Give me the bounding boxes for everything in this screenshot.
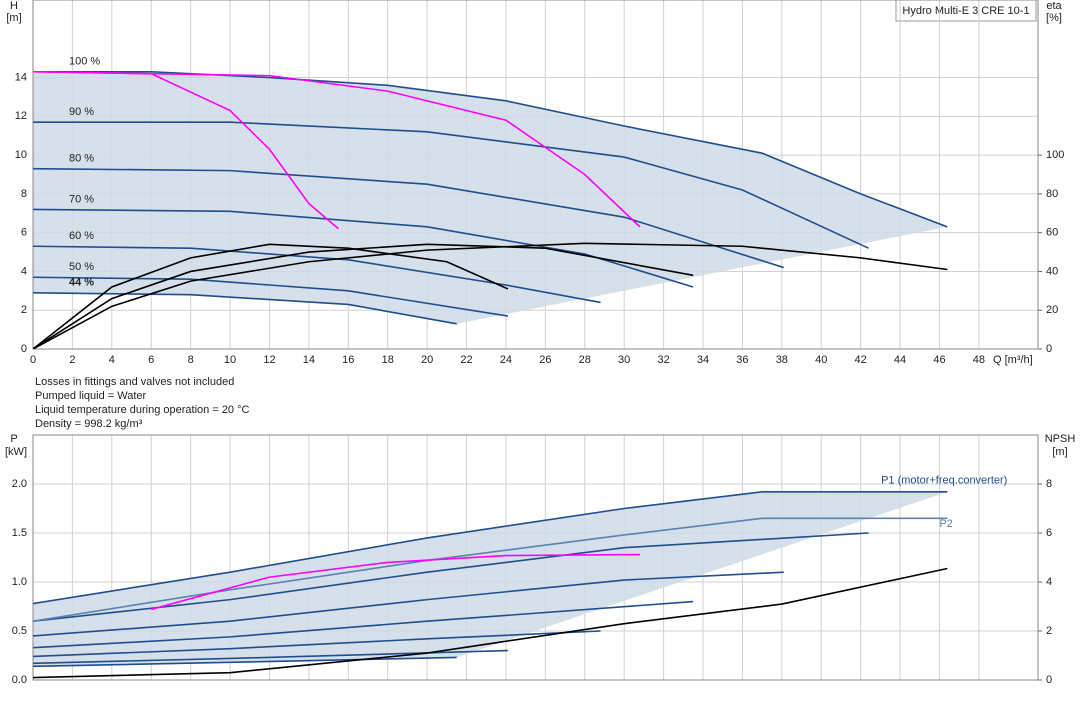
y-axis-unit: [kW] — [5, 446, 27, 458]
x-tick-label: 34 — [697, 354, 709, 366]
x-tick-label: 28 — [579, 354, 591, 366]
y2-tick-label: 0 — [1046, 343, 1052, 355]
note: Density = 998.2 kg/m³ — [35, 418, 143, 430]
y2-tick-label: 2 — [1046, 625, 1052, 637]
y2-axis-unit: [m] — [1052, 446, 1067, 458]
y2-tick-label: 40 — [1046, 265, 1058, 277]
x-tick-label: 38 — [776, 354, 788, 366]
series-line — [33, 600, 694, 649]
series-line — [33, 276, 509, 317]
series-line — [33, 567, 948, 679]
x-tick-label: 12 — [263, 354, 275, 366]
y2-axis-label: NPSH — [1045, 433, 1076, 445]
x-tick-label: 44 — [894, 354, 906, 366]
title-box — [895, 0, 1037, 22]
operating-range — [33, 71, 948, 324]
series-line — [33, 571, 784, 637]
series-line — [33, 491, 948, 605]
y2-axis-unit: [%] — [1046, 12, 1062, 24]
x-tick-label: 20 — [421, 354, 433, 366]
y-tick-label: 0 — [21, 343, 27, 355]
series-line — [33, 532, 869, 622]
y-axis-unit: [m] — [6, 12, 21, 24]
series-line — [33, 243, 694, 349]
x-tick-label: 32 — [657, 354, 669, 366]
x-tick-label: 36 — [736, 354, 748, 366]
plot-frame — [32, 0, 1039, 350]
y-tick-label: 10 — [15, 149, 27, 161]
series-label: 70 % — [69, 193, 94, 205]
x-axis-label: Q [m³/h] — [993, 354, 1033, 366]
x-tick-label: 6 — [148, 354, 154, 366]
y-tick-label: 1.5 — [12, 527, 27, 539]
series-line — [33, 121, 869, 249]
x-tick-label: 0 — [30, 354, 36, 366]
y-tick-label: 1.0 — [12, 576, 27, 588]
y-tick-label: 8 — [21, 188, 27, 200]
y-axis-label: P — [10, 433, 17, 445]
y2-tick-label: 60 — [1046, 227, 1058, 239]
series-line — [33, 208, 694, 288]
x-tick-label: 24 — [500, 354, 512, 366]
series-line — [33, 167, 785, 269]
y2-tick-label: 20 — [1046, 304, 1058, 316]
x-tick-label: 26 — [539, 354, 551, 366]
y2-tick-label: 4 — [1046, 576, 1052, 588]
y2-axis-label: eta — [1046, 0, 1062, 12]
y-tick-label: 0.5 — [12, 625, 27, 637]
note: Pumped liquid = Water — [35, 390, 147, 402]
y2-tick-label: 100 — [1046, 149, 1064, 161]
x-tick-label: 4 — [109, 354, 115, 366]
note: Losses in fittings and valves not includ… — [35, 376, 234, 388]
x-tick-label: 46 — [933, 354, 945, 366]
series-line — [33, 291, 457, 325]
operating-range — [33, 491, 948, 667]
series-label: P2 — [939, 518, 952, 530]
series-line — [33, 649, 508, 665]
x-tick-label: 8 — [188, 354, 194, 366]
series-label: 80 % — [69, 153, 94, 165]
x-tick-label: 30 — [618, 354, 630, 366]
series-line — [33, 656, 457, 668]
series-line — [33, 70, 641, 228]
y2-tick-label: 6 — [1046, 527, 1052, 539]
x-tick-label: 48 — [973, 354, 985, 366]
chart-title: Hydro Multi-E 3 CRE 10-1 — [902, 5, 1029, 17]
series-line — [33, 243, 509, 349]
x-tick-label: 10 — [224, 354, 236, 366]
y-tick-label: 2.0 — [12, 478, 27, 490]
series-line — [33, 242, 948, 349]
x-tick-label: 22 — [460, 354, 472, 366]
x-tick-label: 14 — [303, 354, 315, 366]
x-tick-label: 42 — [855, 354, 867, 366]
series-label: 60 % — [69, 230, 94, 242]
y-axis-label: H — [10, 0, 18, 12]
series-label: P1 (motor+freq.converter) — [881, 475, 1007, 487]
y-tick-label: 2 — [21, 304, 27, 316]
note: Liquid temperature during operation = 20… — [35, 404, 250, 416]
x-tick-label: 16 — [342, 354, 354, 366]
plot-frame — [32, 434, 1039, 681]
series-label: 90 % — [69, 106, 94, 118]
y-tick-label: 14 — [15, 71, 27, 83]
y2-tick-label: 80 — [1046, 188, 1058, 200]
series-line — [151, 553, 640, 611]
y2-tick-label: 8 — [1046, 478, 1052, 490]
series-line — [33, 245, 601, 304]
series-line — [33, 630, 601, 658]
series-label: 100 % — [69, 56, 100, 68]
y-tick-label: 12 — [15, 110, 27, 122]
y-tick-label: 0.0 — [12, 674, 27, 686]
series-label: 50 % — [69, 261, 94, 273]
x-tick-label: 18 — [382, 354, 394, 366]
series-line — [33, 517, 948, 622]
y-tick-label: 4 — [21, 265, 27, 277]
series-label: 44 % — [69, 277, 94, 289]
x-tick-label: 2 — [69, 354, 75, 366]
y-tick-label: 6 — [21, 227, 27, 239]
x-tick-label: 40 — [815, 354, 827, 366]
y2-tick-label: 0 — [1046, 674, 1052, 686]
